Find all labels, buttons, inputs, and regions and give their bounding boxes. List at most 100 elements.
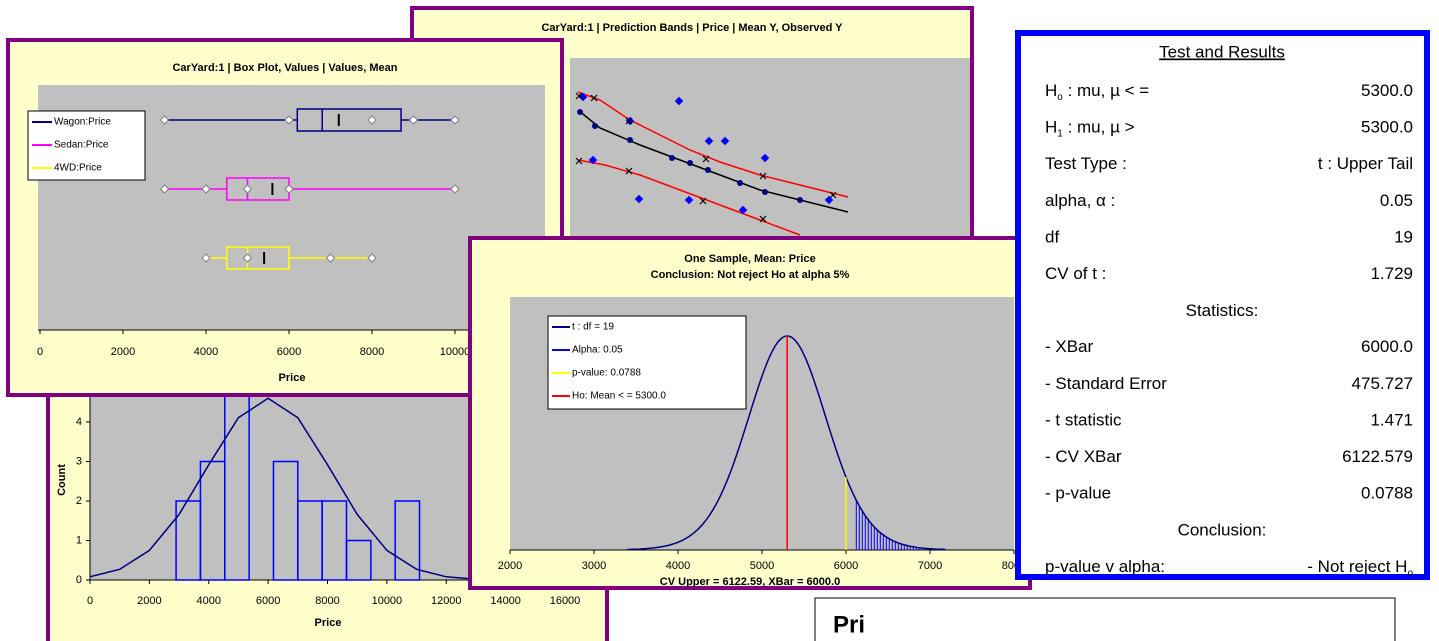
text-part: 19 bbox=[1394, 228, 1413, 247]
chart-title: One Sample, Mean: Price bbox=[684, 253, 815, 265]
result-label: - t statistic bbox=[1045, 411, 1122, 430]
result-label: p-value v alpha: bbox=[1045, 557, 1165, 576]
text-part: 6122.579 bbox=[1342, 447, 1413, 466]
chart-subtitle: Conclusion: Not reject Ho at alpha 5% bbox=[651, 269, 850, 281]
x-tick-label: 2000 bbox=[137, 595, 161, 607]
x-tick-label: 8000 bbox=[360, 346, 384, 358]
text-part: - t statistic bbox=[1045, 411, 1122, 430]
y-tick-label: 1 bbox=[76, 534, 82, 546]
result-value: 6000.0 bbox=[1361, 338, 1413, 357]
text-part: 475.727 bbox=[1352, 374, 1413, 393]
result-value: 1.471 bbox=[1370, 411, 1413, 430]
data-point bbox=[450, 115, 460, 125]
result-label: df bbox=[1045, 228, 1059, 247]
y-tick-label: 2 bbox=[76, 495, 82, 507]
result-value: 5300.0 bbox=[1361, 81, 1413, 100]
data-point bbox=[242, 253, 253, 263]
x-tick-label: 0 bbox=[37, 346, 43, 358]
result-label: H1 : mu, µ > bbox=[1045, 118, 1135, 140]
x-tick-label: 6000 bbox=[277, 346, 301, 358]
y-tick-label: 0 bbox=[76, 574, 82, 586]
result-label: alpha, α : bbox=[1045, 191, 1115, 210]
x-tick-label: 2000 bbox=[498, 560, 522, 572]
x-tick-label: 12000 bbox=[431, 595, 462, 607]
data-point bbox=[201, 184, 211, 194]
x-tick-label: 4000 bbox=[197, 595, 221, 607]
band-markers bbox=[575, 92, 837, 223]
x-tick-label: 6000 bbox=[256, 595, 280, 607]
data-point bbox=[201, 253, 211, 263]
data-point bbox=[367, 253, 377, 263]
x-tick-label: 10000 bbox=[372, 595, 403, 607]
legend-label: Ho: Mean < = 5300.0 bbox=[572, 391, 666, 402]
result-value: 5300.0 bbox=[1361, 118, 1413, 137]
result-value: 475.727 bbox=[1352, 374, 1413, 393]
panel-frame bbox=[1015, 30, 1430, 580]
text-part: Test Type : bbox=[1045, 155, 1127, 174]
x-tick-label: 4000 bbox=[194, 346, 218, 358]
text-part: 5300.0 bbox=[1361, 81, 1413, 100]
result-value: t : Upper Tail bbox=[1318, 155, 1413, 174]
chart-title: CarYard:1 | Box Plot, Values | Values, M… bbox=[172, 62, 397, 74]
text-part: p-value v alpha: bbox=[1045, 557, 1165, 576]
x-tick-label: 4000 bbox=[666, 560, 690, 572]
text-part: - XBar bbox=[1045, 338, 1094, 357]
mean-points bbox=[577, 109, 803, 203]
text-part: H bbox=[1045, 81, 1057, 100]
subscript: 1 bbox=[1057, 129, 1063, 140]
data-point bbox=[284, 184, 294, 194]
chart-title: CarYard:1 | Prediction Bands | Price | M… bbox=[541, 22, 843, 34]
result-value: 1.729 bbox=[1370, 264, 1413, 283]
x-tick-label: 16000 bbox=[550, 595, 581, 607]
text-part: 0.0788 bbox=[1361, 484, 1413, 503]
legend-label: t : df = 19 bbox=[572, 322, 614, 333]
text-part: alpha, α : bbox=[1045, 191, 1115, 210]
text-part: - Not reject H bbox=[1307, 557, 1407, 576]
text-part: t : Upper Tail bbox=[1318, 155, 1413, 174]
subscript: o bbox=[1407, 568, 1413, 579]
text-part: 6000.0 bbox=[1361, 338, 1413, 357]
histogram-bar bbox=[345, 539, 372, 581]
footer-frame bbox=[814, 597, 1396, 641]
box bbox=[296, 108, 402, 132]
text-part: 0.05 bbox=[1380, 191, 1413, 210]
result-label: CV of t : bbox=[1045, 264, 1106, 283]
section-heading: Statistics: bbox=[1186, 301, 1259, 320]
result-value: 0.05 bbox=[1380, 191, 1413, 210]
x-tick-label: 14000 bbox=[490, 595, 521, 607]
result-value: 19 bbox=[1394, 228, 1413, 247]
histogram-bar bbox=[394, 500, 421, 581]
footer-box: Pri bbox=[814, 597, 1396, 641]
x-tick-label: 3000 bbox=[582, 560, 606, 572]
x-tick-label: 0 bbox=[87, 595, 93, 607]
result-label: Ho : mu, µ < = bbox=[1045, 81, 1149, 103]
legend-label: p-value: 0.0788 bbox=[572, 368, 641, 379]
text-part: - CV XBar bbox=[1045, 447, 1122, 466]
text-part: 1.471 bbox=[1370, 411, 1413, 430]
y-tick-label: 4 bbox=[76, 416, 82, 428]
lower-band bbox=[577, 159, 801, 236]
t-curve bbox=[627, 335, 946, 551]
text-part: 5300.0 bbox=[1361, 118, 1413, 137]
x-tick-label: 6000 bbox=[834, 560, 858, 572]
result-label: Test Type : bbox=[1045, 155, 1127, 174]
legend-label: 4WD:Price bbox=[54, 163, 102, 174]
text-part: 1.729 bbox=[1370, 264, 1413, 283]
data-point bbox=[159, 115, 170, 125]
data-point bbox=[325, 253, 336, 263]
section-heading: Conclusion: bbox=[1178, 521, 1267, 540]
data-point bbox=[159, 184, 170, 194]
y-axis-label: Count bbox=[56, 464, 68, 496]
footer-text: Pri bbox=[833, 611, 865, 638]
mean-line bbox=[577, 109, 849, 213]
x-axis-label: Price bbox=[279, 372, 306, 384]
result-label: - Standard Error bbox=[1045, 374, 1167, 393]
x-tick-label: 7000 bbox=[918, 560, 942, 572]
text-part: - Standard Error bbox=[1045, 374, 1167, 393]
text-part: H bbox=[1045, 118, 1057, 137]
data-point bbox=[367, 115, 377, 125]
data-point bbox=[284, 115, 294, 125]
